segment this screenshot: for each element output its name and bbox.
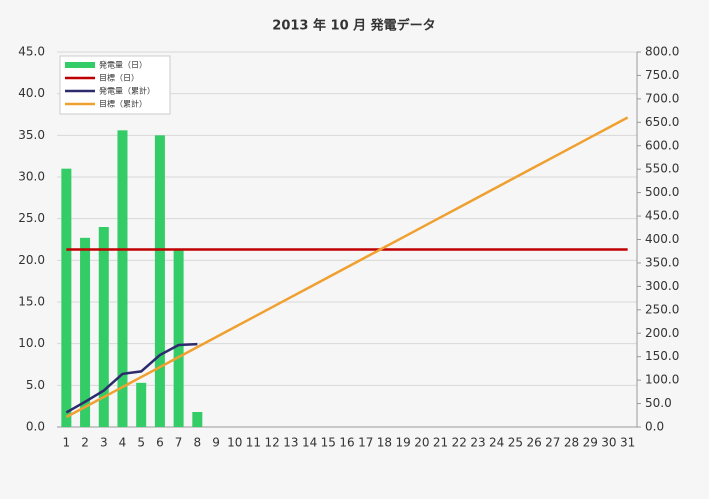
y2-tick-label: 50.0: [645, 396, 672, 410]
y-tick-label: 20.0: [18, 253, 45, 267]
x-tick-label: 15: [321, 436, 336, 450]
bar: [192, 412, 203, 427]
y2-tick-label: 450.0: [645, 209, 679, 223]
y2-tick-label: 600.0: [645, 138, 679, 152]
y-tick-label: 10.0: [18, 336, 45, 350]
x-tick-label: 28: [564, 436, 579, 450]
bar: [61, 168, 72, 427]
x-tick-label: 18: [377, 436, 392, 450]
bar: [98, 227, 109, 427]
x-tick-label: 4: [119, 436, 127, 450]
y-tick-label: 30.0: [18, 170, 45, 184]
y2-tick-label: 100.0: [645, 373, 679, 387]
y-tick-label: 5.0: [26, 378, 45, 392]
y2-tick-label: 150.0: [645, 349, 679, 363]
x-tick-label: 30: [601, 436, 616, 450]
x-tick-label: 23: [470, 436, 485, 450]
y2-tick-label: 700.0: [645, 91, 679, 105]
line: [65, 342, 198, 414]
y2-tick-label: 750.0: [645, 68, 679, 82]
x-tick-label: 6: [156, 436, 164, 450]
bar: [154, 135, 165, 428]
legend-label: 発電量（日）: [99, 61, 147, 70]
y2-tick-label: 650.0: [645, 115, 679, 129]
y2-tick-label: 250.0: [645, 302, 679, 316]
x-tick-label: 7: [175, 436, 183, 450]
x-tick-label: 14: [302, 436, 317, 450]
x-tick-label: 8: [194, 436, 202, 450]
y-tick-label: 0.0: [26, 420, 45, 434]
x-tick-label: 31: [620, 436, 635, 450]
y2-tick-label: 200.0: [645, 326, 679, 340]
bar: [117, 130, 128, 428]
x-tick-label: 27: [545, 436, 560, 450]
x-tick-label: 19: [395, 436, 410, 450]
y2-tick-label: 800.0: [645, 45, 679, 59]
x-tick-label: 24: [489, 436, 504, 450]
y-tick-label: 25.0: [18, 211, 45, 225]
x-tick-label: 13: [283, 436, 298, 450]
y2-tick-label: 550.0: [645, 162, 679, 176]
y2-tick-label: 500.0: [645, 185, 679, 199]
x-tick-label: 9: [212, 436, 220, 450]
x-tick-label: 11: [246, 436, 261, 450]
legend-label: 発電量（累計）: [99, 86, 155, 96]
x-tick-label: 10: [227, 436, 242, 450]
y2-tick-label: 400.0: [645, 232, 679, 246]
y-tick-label: 15.0: [18, 295, 45, 309]
x-tick-label: 17: [358, 436, 373, 450]
x-tick-label: 26: [526, 436, 541, 450]
bar: [173, 249, 184, 427]
legend-label: 目標（日）: [99, 73, 139, 83]
legend-swatch: [65, 62, 95, 68]
x-tick-label: 20: [414, 436, 429, 450]
y2-tick-label: 350.0: [645, 255, 679, 269]
x-tick-label: 2: [81, 436, 89, 450]
x-tick-label: 1: [63, 436, 71, 450]
x-tick-label: 3: [100, 436, 108, 450]
x-tick-label: 29: [583, 436, 598, 450]
y2-tick-label: 300.0: [645, 279, 679, 293]
y-tick-label: 40.0: [18, 86, 45, 100]
y2-tick-label: 0.0: [645, 420, 664, 434]
chart-title: 2013 年 10 月 発電データ: [272, 18, 435, 34]
x-tick-label: 21: [433, 436, 448, 450]
line: [65, 116, 629, 419]
bar: [80, 237, 91, 427]
x-tick-label: 12: [265, 436, 280, 450]
x-tick-label: 5: [137, 436, 145, 450]
y-tick-label: 35.0: [18, 128, 45, 142]
bar: [136, 382, 147, 427]
x-tick-label: 16: [339, 436, 354, 450]
y-tick-label: 45.0: [18, 45, 45, 59]
legend-label: 目標（累計）: [99, 99, 147, 109]
x-tick-label: 22: [452, 436, 467, 450]
x-tick-label: 25: [508, 436, 523, 450]
